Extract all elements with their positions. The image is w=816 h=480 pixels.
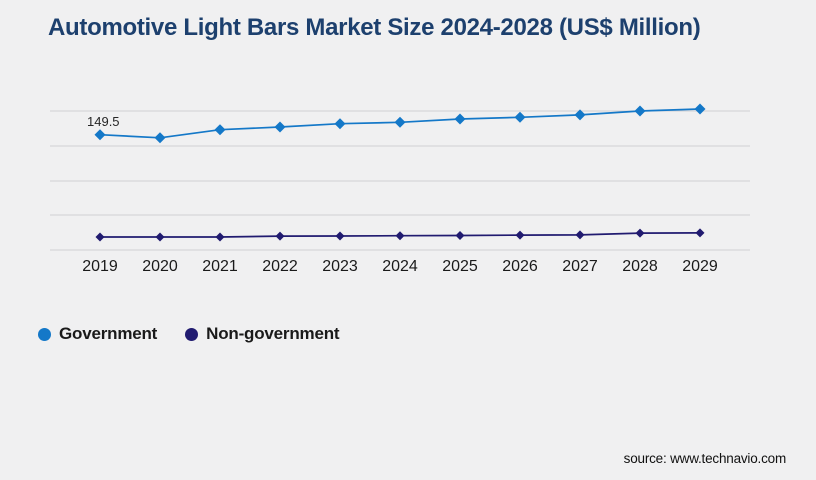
x-axis-label-2024: 2024 <box>382 258 418 275</box>
x-axis-label-2026: 2026 <box>502 258 538 275</box>
legend: Government Non-government <box>38 324 340 344</box>
government-data-point-marker <box>454 113 466 125</box>
x-axis-label-2021: 2021 <box>202 258 238 275</box>
line-chart: 2019 2020 2021 2022 2023 2024 2025 2026 2027 2028… <box>50 103 750 275</box>
non-government-data-point-marker <box>275 231 285 241</box>
non-government-data-point-marker <box>635 228 645 238</box>
x-axis-label-2023: 2023 <box>322 258 358 275</box>
government-data-point-marker <box>274 121 286 133</box>
non-government-data-point-marker <box>395 231 405 241</box>
non-government-legend-dot-icon <box>185 327 199 341</box>
x-axis-label-2020: 2020 <box>142 258 178 275</box>
legend-item-non-government[interactable]: Non-government <box>185 324 340 344</box>
government-data-point-marker <box>94 129 106 141</box>
non-government-data-point-marker <box>155 232 165 242</box>
government-data-point-marker <box>154 132 166 144</box>
government-data-point-marker <box>574 109 586 121</box>
source-attribution: source: www.technavio.com <box>623 451 787 466</box>
non-government-data-point-marker <box>455 231 465 240</box>
non-government-data-point-marker <box>575 230 585 240</box>
data-point-label: 149.5 <box>87 114 120 129</box>
non-government-data-point-marker <box>215 232 225 242</box>
x-axis-label-2027: 2027 <box>562 258 598 275</box>
x-axis-label-2019: 2019 <box>82 258 118 275</box>
series-layer <box>94 103 706 242</box>
x-axis-label-2028: 2028 <box>622 258 658 275</box>
x-axis-label-2022: 2022 <box>262 258 298 275</box>
x-axis-label-2029: 2029 <box>682 258 718 275</box>
government-data-point-marker <box>334 118 346 130</box>
government-legend-dot-icon <box>38 327 51 341</box>
legend-label: Non-government <box>206 324 340 343</box>
government-data-point-marker <box>634 105 646 117</box>
x-axis-labels: 2019 2020 2021 2022 2023 2024 2025 2026 2027 2028… <box>82 258 718 275</box>
chart-title: Automotive Light Bars Market Size 2024-2… <box>48 14 701 41</box>
non-government-data-point-marker <box>95 232 105 242</box>
non-government-data-point-marker <box>695 228 705 238</box>
non-government-data-point-marker <box>515 230 525 240</box>
x-axis-label-2025: 2025 <box>442 258 478 275</box>
government-data-point-marker <box>214 124 226 136</box>
government-data-point-marker <box>694 103 706 115</box>
legend-item-government[interactable]: Government <box>38 324 157 344</box>
legend-label: Government <box>59 324 158 343</box>
government-data-point-marker <box>514 111 526 123</box>
non-government-data-point-marker <box>335 231 345 241</box>
government-data-point-marker <box>394 116 406 128</box>
